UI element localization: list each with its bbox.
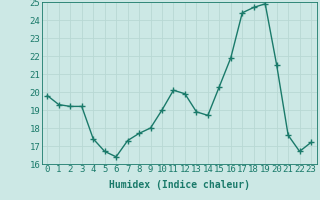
X-axis label: Humidex (Indice chaleur): Humidex (Indice chaleur): [109, 180, 250, 190]
